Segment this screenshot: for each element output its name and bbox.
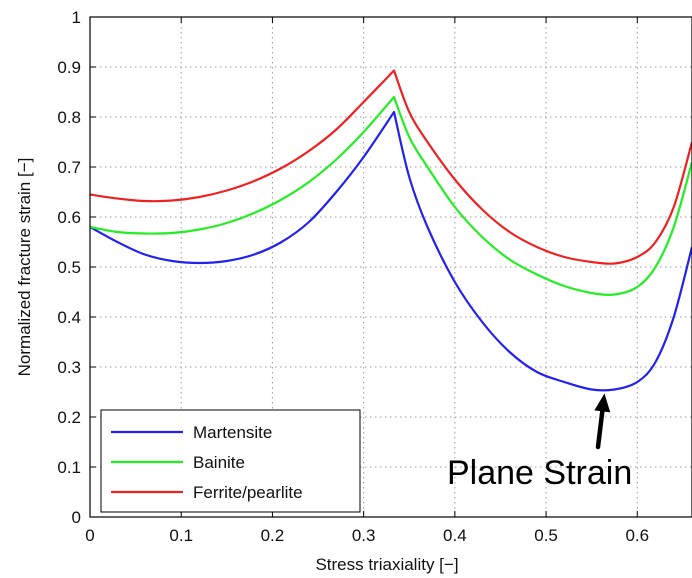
y-tick-label: 0.9: [57, 58, 81, 77]
legend-label: Bainite: [193, 453, 245, 472]
y-tick-label: 0: [72, 508, 81, 527]
x-tick-label: 0: [85, 526, 94, 545]
y-tick-label: 0.4: [57, 308, 81, 327]
x-tick-label: 0.6: [625, 526, 649, 545]
series-layer: [90, 69, 692, 392]
legend-label: Ferrite/pearlite: [193, 483, 303, 502]
x-axis-label: Stress triaxiality [−]: [315, 555, 458, 574]
series-line-bainite: [90, 95, 692, 296]
x-tick-label: 0.3: [352, 526, 376, 545]
x-tick-label: 0.2: [261, 526, 285, 545]
legend: Martensite Bainite Ferrite/pearlite: [100, 409, 361, 513]
annotation-label: Plane Strain: [447, 454, 632, 492]
annotation-arrow-shaft: [595, 409, 605, 450]
y-tick-label: 0.2: [57, 408, 81, 427]
y-tick-label: 0.6: [57, 208, 81, 227]
x-tick-label: 0.4: [443, 526, 467, 545]
series-line-ferrite-pearlite: [90, 69, 692, 265]
series-line-martensite: [90, 110, 692, 392]
y-tick-label: 0.5: [57, 258, 81, 277]
x-tick-label: 0.5: [534, 526, 558, 545]
y-tick-label: 0.8: [57, 108, 81, 127]
y-tick-label: 0.7: [57, 158, 81, 177]
annotation-arrow-head: [594, 393, 611, 413]
annotation: Plane Strain: [447, 393, 632, 492]
y-tick-label: 0.1: [57, 458, 81, 477]
y-axis-label: Normalized fracture strain [−]: [15, 158, 34, 377]
y-tick-label: 1: [72, 8, 81, 27]
x-tick-label: 0.1: [169, 526, 193, 545]
tick-labels: 0 0.1 0.2 0.3 0.4 0.5 0.6 0 0.1 0.2 0.3 0.4 0.5 0.6 0.…: [57, 8, 649, 545]
legend-label: Martensite: [193, 423, 272, 442]
y-tick-label: 0.3: [57, 358, 81, 377]
